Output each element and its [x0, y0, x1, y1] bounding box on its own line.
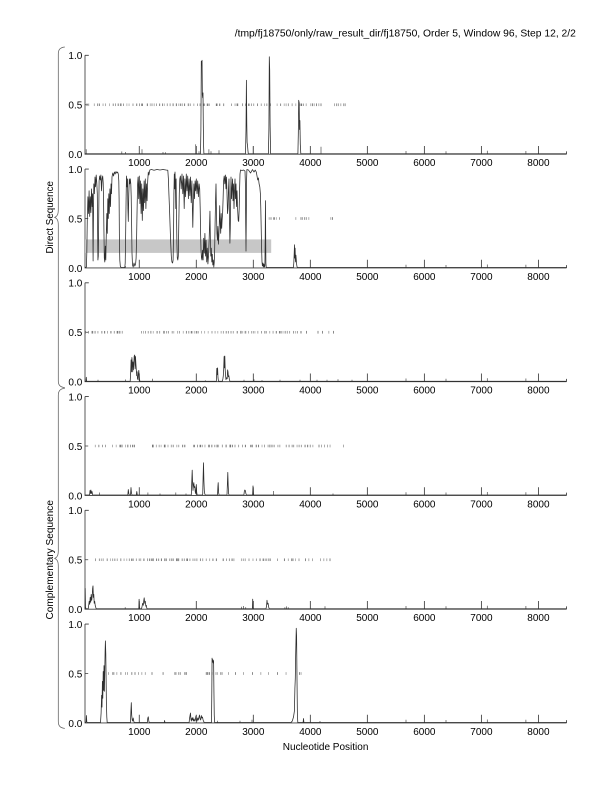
- svg-text:8000: 8000: [527, 158, 550, 169]
- svg-text:0.5: 0.5: [68, 101, 82, 112]
- svg-text:/tmp/fj18750/only/raw_result_d: /tmp/fj18750/only/raw_result_dir/fj18750…: [235, 29, 576, 40]
- svg-text:5000: 5000: [356, 613, 379, 624]
- svg-text:7000: 7000: [470, 499, 493, 510]
- svg-text:1000: 1000: [128, 499, 151, 510]
- svg-text:0.0: 0.0: [68, 719, 82, 730]
- svg-text:4000: 4000: [299, 727, 322, 738]
- svg-text:3000: 3000: [242, 386, 265, 397]
- svg-text:4000: 4000: [299, 499, 322, 510]
- svg-text:0.0: 0.0: [68, 378, 82, 389]
- svg-text:1.0: 1.0: [68, 279, 82, 290]
- svg-text:0.5: 0.5: [68, 442, 82, 453]
- svg-text:2000: 2000: [185, 158, 208, 169]
- svg-text:6000: 6000: [413, 386, 436, 397]
- svg-text:4000: 4000: [299, 158, 322, 169]
- svg-text:8000: 8000: [527, 386, 550, 397]
- svg-text:7000: 7000: [470, 272, 493, 283]
- svg-text:1000: 1000: [128, 386, 151, 397]
- svg-text:Complementary Sequence: Complementary Sequence: [45, 500, 56, 620]
- svg-text:Nucleotide Position: Nucleotide Position: [283, 742, 369, 753]
- svg-text:4000: 4000: [299, 272, 322, 283]
- svg-text:1.0: 1.0: [68, 392, 82, 403]
- svg-text:2000: 2000: [185, 499, 208, 510]
- svg-text:2000: 2000: [185, 613, 208, 624]
- svg-text:Direct Sequence: Direct Sequence: [45, 181, 56, 254]
- svg-text:0.0: 0.0: [68, 491, 82, 502]
- svg-text:2000: 2000: [185, 386, 208, 397]
- svg-text:6000: 6000: [413, 727, 436, 738]
- svg-text:1.0: 1.0: [68, 51, 82, 62]
- svg-text:4000: 4000: [299, 613, 322, 624]
- svg-text:0.0: 0.0: [68, 150, 82, 161]
- svg-text:7000: 7000: [470, 158, 493, 169]
- svg-text:7000: 7000: [470, 727, 493, 738]
- svg-text:3000: 3000: [242, 499, 265, 510]
- svg-text:5000: 5000: [356, 158, 379, 169]
- svg-text:0.5: 0.5: [68, 556, 82, 567]
- svg-text:3000: 3000: [242, 158, 265, 169]
- svg-text:8000: 8000: [527, 499, 550, 510]
- svg-text:1000: 1000: [128, 613, 151, 624]
- svg-text:4000: 4000: [299, 386, 322, 397]
- svg-text:7000: 7000: [470, 386, 493, 397]
- svg-text:7000: 7000: [470, 613, 493, 624]
- svg-text:1000: 1000: [128, 158, 151, 169]
- svg-text:0.0: 0.0: [68, 264, 82, 275]
- svg-text:0.5: 0.5: [68, 214, 82, 225]
- svg-text:2000: 2000: [185, 272, 208, 283]
- svg-text:1.0: 1.0: [68, 165, 82, 176]
- svg-text:1.0: 1.0: [68, 506, 82, 517]
- svg-text:8000: 8000: [527, 613, 550, 624]
- svg-text:5000: 5000: [356, 386, 379, 397]
- svg-text:3000: 3000: [242, 613, 265, 624]
- svg-text:8000: 8000: [527, 727, 550, 738]
- svg-text:6000: 6000: [413, 613, 436, 624]
- svg-text:5000: 5000: [356, 499, 379, 510]
- svg-text:8000: 8000: [527, 272, 550, 283]
- svg-text:6000: 6000: [413, 158, 436, 169]
- svg-text:3000: 3000: [242, 272, 265, 283]
- svg-text:3000: 3000: [242, 727, 265, 738]
- svg-text:1000: 1000: [128, 727, 151, 738]
- svg-text:6000: 6000: [413, 272, 436, 283]
- svg-text:5000: 5000: [356, 727, 379, 738]
- svg-text:1.0: 1.0: [68, 620, 82, 631]
- svg-text:1000: 1000: [128, 272, 151, 283]
- svg-text:5000: 5000: [356, 272, 379, 283]
- svg-text:6000: 6000: [413, 499, 436, 510]
- svg-text:0.5: 0.5: [68, 328, 82, 339]
- svg-text:0.5: 0.5: [68, 669, 82, 680]
- svg-text:2000: 2000: [185, 727, 208, 738]
- svg-text:0.0: 0.0: [68, 605, 82, 616]
